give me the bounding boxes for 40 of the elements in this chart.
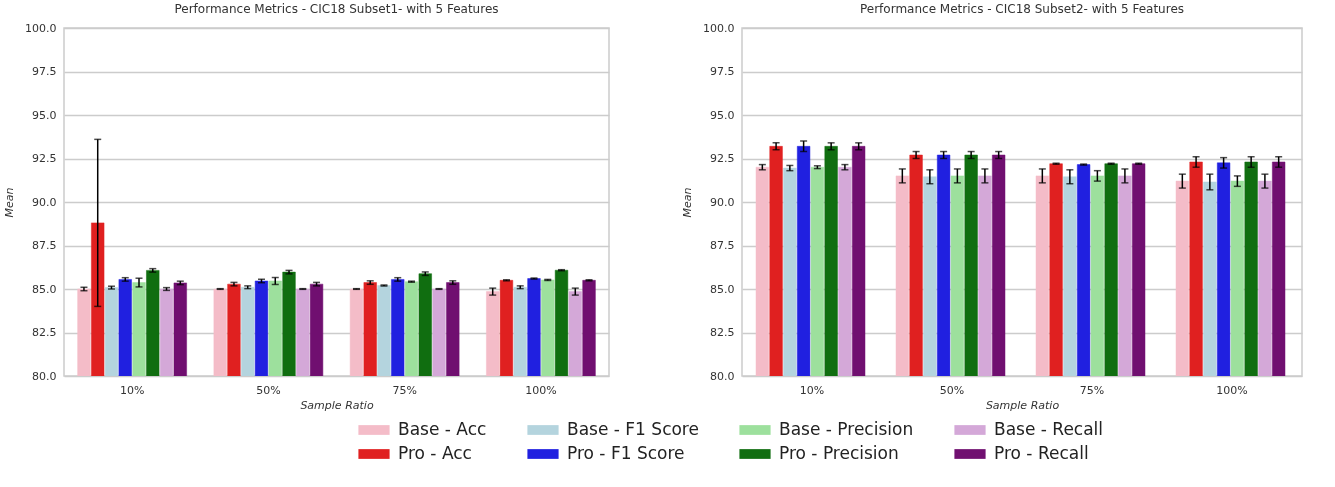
y-tick-label: 85.0 [32,282,57,296]
legend-label: Base - Acc [398,419,487,439]
y-tick-label: 95.0 [710,108,735,122]
x-axis-title: Sample Ratio [300,398,374,412]
x-tick-label: 50% [939,383,965,397]
y-tick-label: 87.5 [710,239,735,252]
x-tick-label: 10% [119,383,145,397]
x-tick-label: 50% [256,383,281,397]
legend-label: Base - Recall [994,419,1104,439]
legend-label: Base - F1 Score [567,419,699,439]
y-tick-label: 90.0 [32,195,57,209]
y-tick-label: 85.0 [710,282,735,296]
legend-label: Pro - Recall [994,443,1089,463]
x-tick-label: 75% [1079,383,1105,397]
y-tick-label: 80.0 [32,369,57,383]
y-tick-label: 90.0 [710,195,735,209]
y-tick-label: 80.0 [710,369,735,383]
legend-label: Pro - F1 Score [567,443,685,463]
y-tick-label: 100.0 [25,21,57,35]
y-tick-label: 92.5 [710,152,735,165]
y-axis-title: Mean [3,187,17,218]
x-tick-label: 10% [799,383,825,397]
legend-label: Pro - Acc [398,443,472,463]
chart-title: Performance Metrics - CIC18 Subset2- with 5 Features [859,2,1185,16]
y-tick-label: 97.5 [32,65,57,78]
x-tick-label: 75% [392,383,417,397]
legend-label: Base - Precision [779,419,914,439]
y-tick-label: 82.5 [32,326,57,339]
y-tick-label: 92.5 [32,152,57,165]
y-tick-label: 87.5 [32,239,57,252]
y-tick-label: 100.0 [703,21,735,35]
x-axis-title: Sample Ratio [985,398,1060,412]
y-tick-label: 82.5 [710,326,735,339]
y-axis-title: Mean [681,187,695,218]
y-tick-label: 97.5 [710,65,735,78]
chart-title: Performance Metrics - CIC18 Subset1- with 5 Features [174,2,499,16]
y-tick-label: 95.0 [32,108,57,122]
x-tick-label: 100% [525,383,557,397]
legend-label: Pro - Precision [779,443,899,463]
x-tick-label: 100% [1216,383,1248,397]
